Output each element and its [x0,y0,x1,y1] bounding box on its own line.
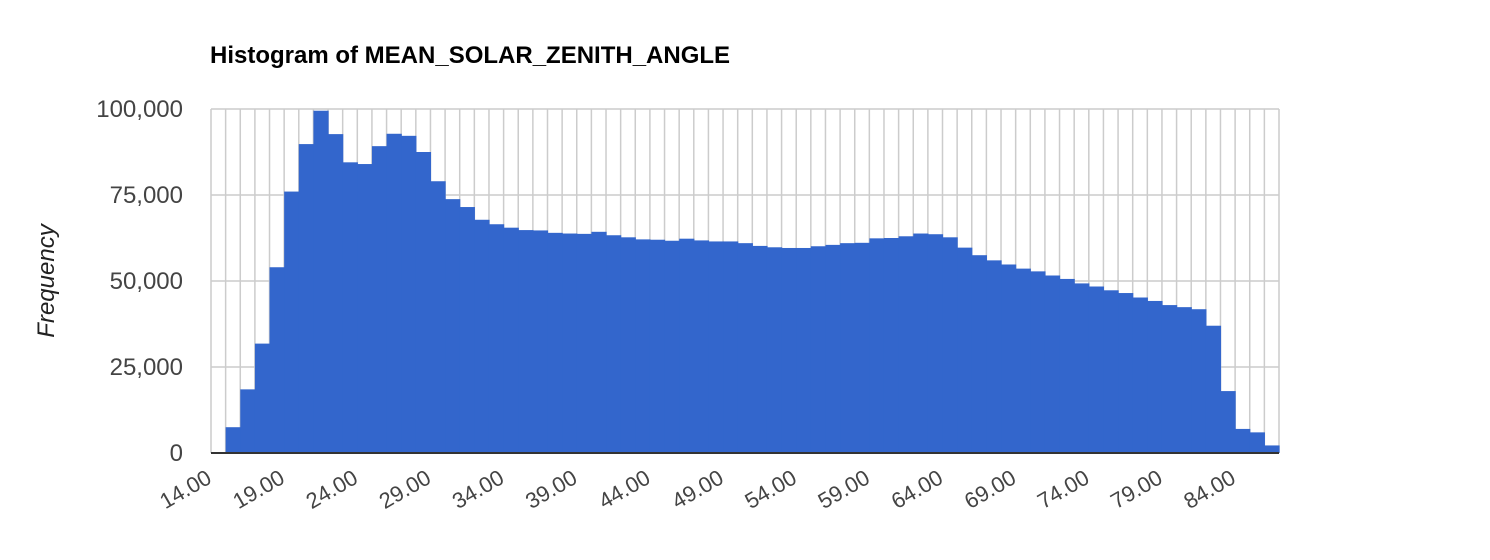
histogram-bar [313,110,329,453]
histogram-bar [562,233,578,453]
y-tick-label: 50,000 [110,268,183,295]
histogram-bar [1191,309,1207,453]
histogram-bar [357,164,373,454]
histogram-bar [459,207,475,453]
x-tick-label: 79.00 [1106,465,1166,514]
histogram-bar [445,199,461,453]
x-tick-label: 34.00 [448,465,508,514]
histogram-bar [825,244,841,453]
histogram-bar [606,235,622,453]
histogram-bar [415,152,432,453]
histogram-bar [254,343,271,453]
x-tick-label: 64.00 [887,465,947,514]
histogram-bar [737,243,753,453]
histogram-bar [693,240,710,453]
x-tick-label: 14.00 [155,465,215,514]
histogram-bar [986,260,1002,453]
histogram-bar [1103,290,1119,453]
histogram-bar [1264,445,1280,453]
histogram-bar [620,237,636,453]
histogram-bar [766,247,783,453]
histogram-bar [1118,293,1134,453]
y-axis-title: Frequency [33,222,60,337]
y-tick-label: 100,000 [96,96,183,123]
histogram-bar [1059,278,1075,453]
histogram-bar [840,243,856,453]
histogram-bar [532,230,549,453]
histogram-bar [971,255,987,453]
y-tick-label: 75,000 [110,182,183,209]
histogram-bar [649,239,666,453]
histogram-bar [883,238,900,453]
histogram-bar [810,246,827,453]
x-tick-label: 69.00 [960,465,1020,514]
histogram-bar [225,427,241,453]
histogram-bar [913,233,929,453]
histogram-bar [430,181,446,454]
histogram-bar [957,247,973,453]
histogram-bar [298,144,315,453]
histogram-bar [269,267,285,453]
histogram-bar [664,240,680,453]
histogram-bar [898,236,914,453]
histogram-bar [942,237,958,453]
histogram-bar [1205,325,1222,453]
histogram-bar [752,245,768,453]
histogram-bar [518,230,534,453]
histogram-bar [1147,300,1163,453]
histogram-bar [503,227,519,453]
x-tick-label: 54.00 [741,465,801,514]
histogram-bar [1220,391,1236,453]
histogram-bar [1249,432,1265,453]
histogram-bar [1235,428,1251,453]
y-tick-label: 25,000 [110,354,183,381]
x-tick-label: 19.00 [228,465,288,514]
x-tick-label: 84.00 [1179,465,1239,514]
histogram-bar [854,242,870,453]
x-tick-label: 29.00 [375,465,435,514]
histogram-bar [240,389,256,453]
chart-title: Histogram of MEAN_SOLAR_ZENITH_ANGLE [210,42,730,69]
histogram-bar [1030,271,1046,453]
histogram-bar [708,241,724,453]
histogram-bar [927,234,944,453]
histogram-bar [635,239,651,453]
histogram-bar [1015,268,1031,453]
histogram-bar [576,233,592,453]
histogram-bar [781,247,797,453]
histogram-bar [869,238,885,453]
histogram-bar [342,162,358,453]
histogram-bar [796,247,812,453]
x-tick-label: 59.00 [814,465,874,514]
histogram-bar [679,238,695,453]
y-tick-label: 0 [170,440,183,467]
histogram-bar [1044,275,1061,453]
histogram-bar [401,135,417,453]
histogram-bar [1176,307,1192,453]
histogram-bar [1088,286,1105,453]
histogram-bar [474,219,490,453]
x-tick-label: 44.00 [594,465,654,514]
histogram-bar [284,191,300,453]
histogram-bar [547,232,563,453]
histogram-bars [225,110,1280,454]
histogram-bar [371,146,388,454]
x-tick-label: 74.00 [1033,465,1093,514]
x-tick-label: 39.00 [521,465,581,514]
histogram-bar [386,133,402,453]
histogram-bar [1074,283,1090,453]
x-tick-label: 49.00 [667,465,727,514]
histogram-bar [1161,305,1178,453]
histogram-bar [591,231,607,453]
histogram-bar [328,134,344,453]
histogram-bar [1001,264,1017,453]
histogram-bar [488,224,505,453]
histogram-bar [1132,297,1148,453]
x-tick-label: 24.00 [302,465,362,514]
histogram-bar [723,241,739,453]
